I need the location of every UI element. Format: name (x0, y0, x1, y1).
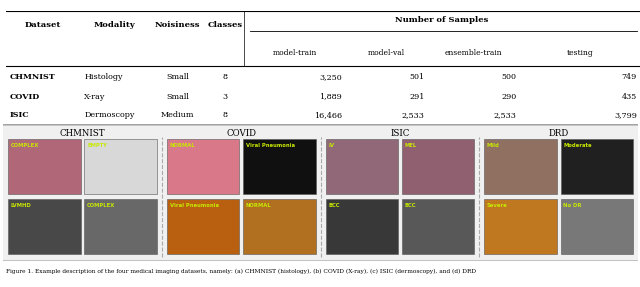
Bar (167, 139, 239, 194)
Text: 435: 435 (621, 92, 637, 100)
Text: 3: 3 (223, 92, 228, 100)
Text: COVID: COVID (10, 92, 40, 100)
Text: Small: Small (166, 92, 189, 100)
Text: ISIC: ISIC (390, 129, 410, 137)
Text: DRD: DRD (548, 129, 569, 137)
FancyBboxPatch shape (0, 125, 640, 261)
Text: 3,250: 3,250 (319, 73, 342, 81)
Text: ensemble-train: ensemble-train (445, 49, 502, 57)
Bar (402, 139, 474, 194)
Bar (484, 199, 557, 254)
Text: 5: 5 (223, 131, 227, 139)
Text: X-ray: X-ray (84, 92, 106, 100)
Text: NORMAL: NORMAL (246, 203, 271, 208)
Text: Dermoscopy: Dermoscopy (84, 111, 134, 119)
Text: 5,268: 5,268 (614, 131, 637, 139)
Bar (84, 139, 157, 194)
Text: Strong: Strong (164, 131, 191, 139)
Text: 291: 291 (409, 92, 424, 100)
Text: No DR: No DR (563, 203, 582, 208)
Text: Figure 1. Example description of the four medical imaging datasets, namely: (a) : Figure 1. Example description of the fou… (6, 269, 477, 274)
Text: 3,799: 3,799 (614, 111, 637, 119)
Bar (561, 139, 633, 194)
Text: model-val: model-val (368, 49, 405, 57)
Text: Moderate: Moderate (563, 143, 592, 148)
Bar (84, 199, 157, 254)
Text: CHMNIST: CHMNIST (10, 73, 55, 81)
Text: Viral Pneumonia: Viral Pneumonia (246, 143, 295, 148)
Text: Histology: Histology (84, 73, 123, 81)
Text: 8: 8 (223, 73, 227, 81)
Text: Viral Pneumonia: Viral Pneumonia (170, 203, 218, 208)
Bar (484, 139, 557, 194)
Text: 22,832: 22,832 (314, 131, 342, 139)
Text: DRD: DRD (10, 131, 30, 139)
Text: 16,466: 16,466 (314, 111, 342, 119)
Text: 1,889: 1,889 (319, 92, 342, 100)
Bar (8, 199, 81, 254)
Text: Dataset: Dataset (25, 21, 61, 29)
Text: MEL: MEL (404, 143, 417, 148)
Text: Severe: Severe (487, 203, 508, 208)
Text: 749: 749 (621, 73, 637, 81)
Bar (167, 199, 239, 254)
Text: 500: 500 (502, 73, 516, 81)
Text: Noisiness: Noisiness (155, 21, 200, 29)
Bar (243, 139, 316, 194)
Text: Mild: Mild (487, 143, 500, 148)
Bar (402, 199, 474, 254)
Text: 3,513: 3,513 (402, 131, 424, 139)
Text: Modality: Modality (93, 21, 135, 29)
Text: IV: IV (328, 143, 334, 148)
Text: EMPTY: EMPTY (87, 143, 107, 148)
Text: 2,533: 2,533 (493, 111, 516, 119)
Text: COVID: COVID (227, 129, 256, 137)
Text: Ophthalmoscopy: Ophthalmoscopy (84, 131, 152, 139)
Text: Classes: Classes (207, 21, 243, 29)
Text: 8: 8 (223, 111, 227, 119)
Text: BCC: BCC (404, 203, 416, 208)
Bar (8, 139, 81, 194)
Text: BCC: BCC (328, 203, 340, 208)
Text: 501: 501 (410, 73, 424, 81)
Bar (326, 139, 398, 194)
Text: CHMNIST: CHMNIST (60, 129, 106, 137)
Text: COMPLEX: COMPLEX (87, 203, 115, 208)
Text: 3,513: 3,513 (493, 131, 516, 139)
Text: COMPLEX: COMPLEX (11, 143, 39, 148)
Text: Number of Samples: Number of Samples (396, 16, 489, 24)
Bar (243, 199, 316, 254)
Text: model-train: model-train (273, 49, 317, 57)
Text: 2,533: 2,533 (402, 111, 424, 119)
Text: ISIC: ISIC (10, 111, 29, 119)
Text: Small: Small (166, 73, 189, 81)
Text: testing: testing (566, 49, 593, 57)
Text: LVMHD: LVMHD (11, 203, 31, 208)
Text: NORMAL: NORMAL (170, 143, 195, 148)
Bar (326, 199, 398, 254)
Text: 290: 290 (501, 92, 516, 100)
Text: Medium: Medium (161, 111, 194, 119)
Bar (561, 199, 633, 254)
